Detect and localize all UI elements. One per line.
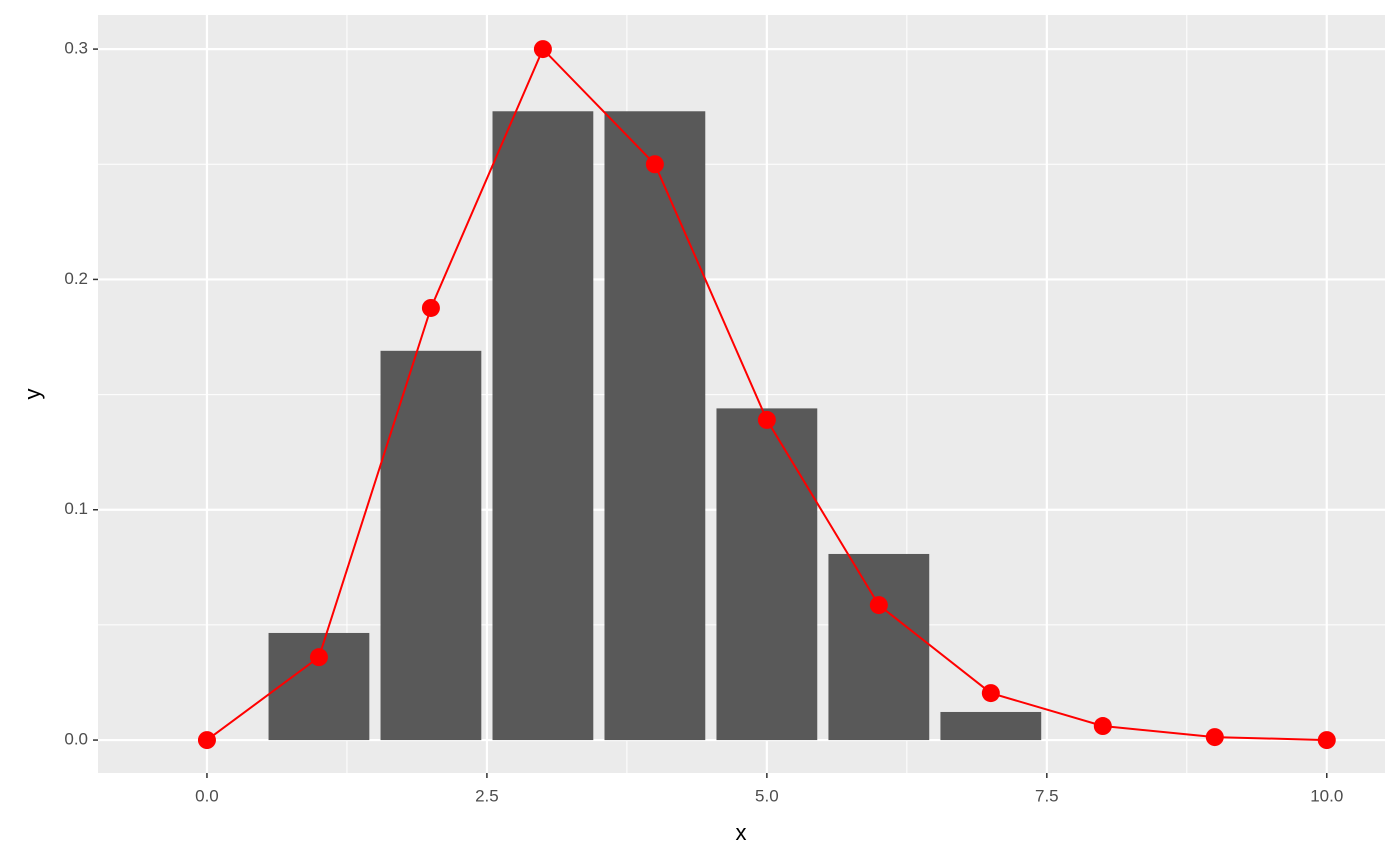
- point: [421, 298, 440, 317]
- point: [869, 596, 888, 615]
- x-tick-label: 10.0: [1310, 786, 1343, 805]
- point: [1093, 717, 1112, 736]
- point: [757, 410, 776, 429]
- x-tick-label: 5.0: [755, 786, 779, 805]
- bar: [940, 711, 1042, 741]
- point: [1205, 728, 1224, 747]
- bar: [604, 111, 706, 741]
- point: [645, 155, 664, 174]
- y-axis-label: y: [20, 389, 45, 400]
- y-tick-label: 0.0: [64, 730, 88, 749]
- point: [533, 40, 552, 59]
- point: [309, 648, 328, 667]
- y-tick-label: 0.1: [64, 499, 88, 518]
- point: [197, 731, 216, 750]
- bar: [380, 350, 482, 741]
- x-tick-label: 2.5: [475, 786, 499, 805]
- point: [1317, 731, 1336, 750]
- x-tick-label: 7.5: [1035, 786, 1059, 805]
- bar: [492, 111, 594, 741]
- y-tick-label: 0.2: [64, 269, 88, 288]
- point: [981, 684, 1000, 703]
- bar: [828, 553, 930, 741]
- y-tick-label: 0.3: [64, 39, 88, 58]
- x-tick-label: 0.0: [195, 786, 219, 805]
- x-axis-label: x: [736, 820, 747, 845]
- bar: [716, 408, 818, 741]
